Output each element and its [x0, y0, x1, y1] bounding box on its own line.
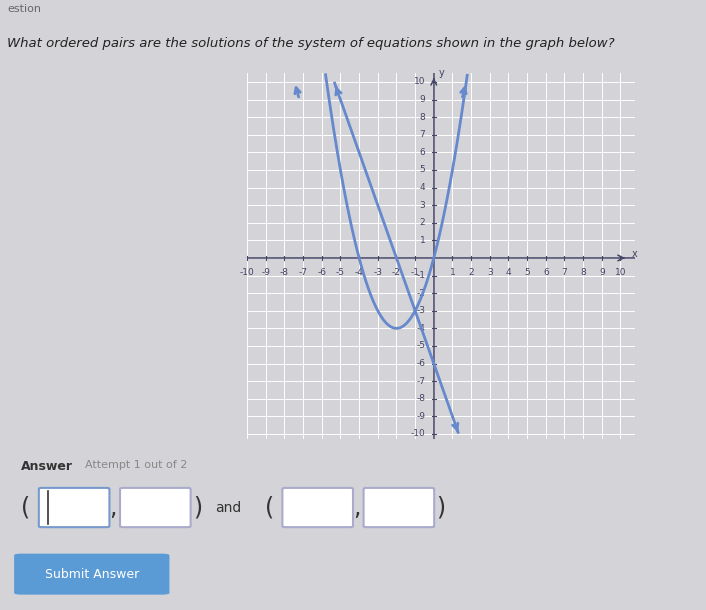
Text: 1: 1 — [450, 268, 455, 277]
FancyBboxPatch shape — [364, 488, 434, 527]
Text: -2: -2 — [417, 289, 426, 298]
FancyBboxPatch shape — [282, 488, 353, 527]
Text: ,: , — [353, 495, 360, 520]
Text: -6: -6 — [417, 359, 426, 368]
Text: 8: 8 — [580, 268, 586, 277]
Text: -10: -10 — [240, 268, 254, 277]
Text: Attempt 1 out of 2: Attempt 1 out of 2 — [85, 460, 187, 470]
Text: 5: 5 — [419, 165, 426, 174]
Text: -8: -8 — [417, 394, 426, 403]
Text: -7: -7 — [299, 268, 308, 277]
Text: -9: -9 — [417, 412, 426, 421]
Text: 5: 5 — [525, 268, 530, 277]
Text: 7: 7 — [561, 268, 568, 277]
Text: 3: 3 — [487, 268, 493, 277]
Text: -7: -7 — [417, 376, 426, 386]
Text: -4: -4 — [354, 268, 364, 277]
Text: -4: -4 — [417, 324, 426, 333]
Text: -5: -5 — [336, 268, 345, 277]
Text: -1: -1 — [417, 271, 426, 280]
Text: 3: 3 — [419, 201, 426, 210]
Text: 6: 6 — [543, 268, 549, 277]
Text: -5: -5 — [417, 342, 426, 350]
FancyBboxPatch shape — [14, 554, 169, 595]
Text: 4: 4 — [505, 268, 511, 277]
Text: -2: -2 — [392, 268, 401, 277]
FancyBboxPatch shape — [120, 488, 191, 527]
Text: -3: -3 — [417, 306, 426, 315]
Text: estion: estion — [7, 4, 41, 13]
Text: and: and — [215, 501, 241, 514]
Text: 10: 10 — [414, 77, 426, 87]
Text: 9: 9 — [599, 268, 604, 277]
Text: -3: -3 — [373, 268, 382, 277]
Text: Answer: Answer — [21, 460, 73, 473]
Text: ,: , — [109, 495, 116, 520]
Text: 10: 10 — [615, 268, 626, 277]
Text: (: ( — [21, 495, 30, 520]
Text: 2: 2 — [420, 218, 426, 228]
Text: -9: -9 — [261, 268, 270, 277]
Text: 6: 6 — [419, 148, 426, 157]
Text: Submit Answer: Submit Answer — [44, 568, 139, 581]
Text: -6: -6 — [317, 268, 326, 277]
Text: What ordered pairs are the solutions of the system of equations shown in the gra: What ordered pairs are the solutions of … — [7, 37, 615, 49]
Text: 2: 2 — [468, 268, 474, 277]
FancyBboxPatch shape — [39, 488, 109, 527]
Text: 4: 4 — [420, 183, 426, 192]
Text: ): ) — [193, 495, 202, 520]
Text: -8: -8 — [280, 268, 289, 277]
Text: x: x — [632, 248, 638, 259]
Text: 8: 8 — [419, 113, 426, 121]
Text: (: ( — [265, 495, 274, 520]
Text: 9: 9 — [419, 95, 426, 104]
Text: ): ) — [436, 495, 445, 520]
Text: -10: -10 — [411, 429, 426, 439]
Text: 7: 7 — [419, 131, 426, 139]
Text: -1: -1 — [411, 268, 419, 277]
Text: 1: 1 — [419, 236, 426, 245]
Text: y: y — [438, 68, 444, 78]
